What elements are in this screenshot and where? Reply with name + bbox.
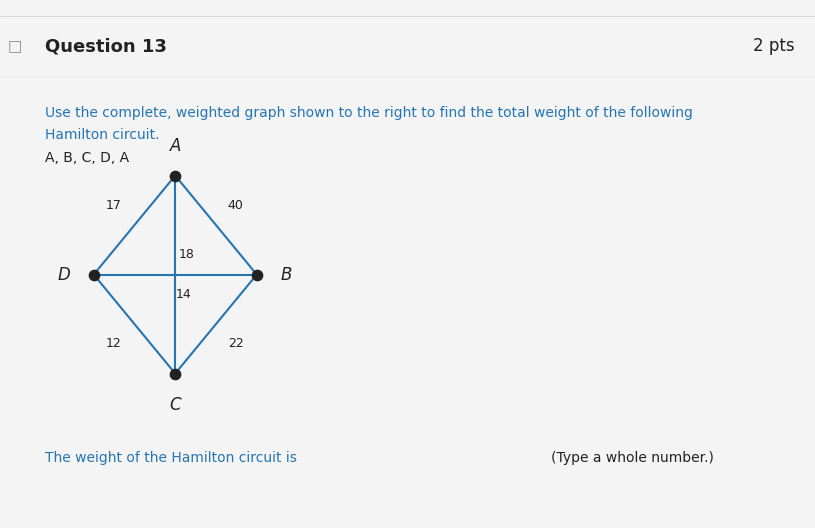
Text: □: □ [7,39,22,54]
Text: 22: 22 [227,337,244,351]
Text: 17: 17 [105,199,121,212]
Text: 2 pts: 2 pts [753,37,795,55]
Text: Use the complete, weighted graph shown to the right to find the total weight of : Use the complete, weighted graph shown t… [45,106,693,120]
Text: 12: 12 [105,337,121,351]
Point [250,270,263,279]
Text: A: A [170,137,181,155]
Text: B: B [280,266,292,284]
Text: (Type a whole number.): (Type a whole number.) [551,451,714,465]
Text: Question 13: Question 13 [45,37,167,55]
Text: A, B, C, D, A: A, B, C, D, A [45,151,129,165]
Text: The weight of the Hamilton circuit is: The weight of the Hamilton circuit is [45,451,297,465]
Text: D: D [58,266,71,284]
Text: 14: 14 [175,288,192,301]
Point [169,171,182,180]
Text: Hamilton circuit.: Hamilton circuit. [45,128,159,143]
Point [169,370,182,378]
Text: C: C [170,396,181,414]
Point [87,270,100,279]
Text: 40: 40 [227,199,244,212]
Text: 18: 18 [178,248,195,261]
